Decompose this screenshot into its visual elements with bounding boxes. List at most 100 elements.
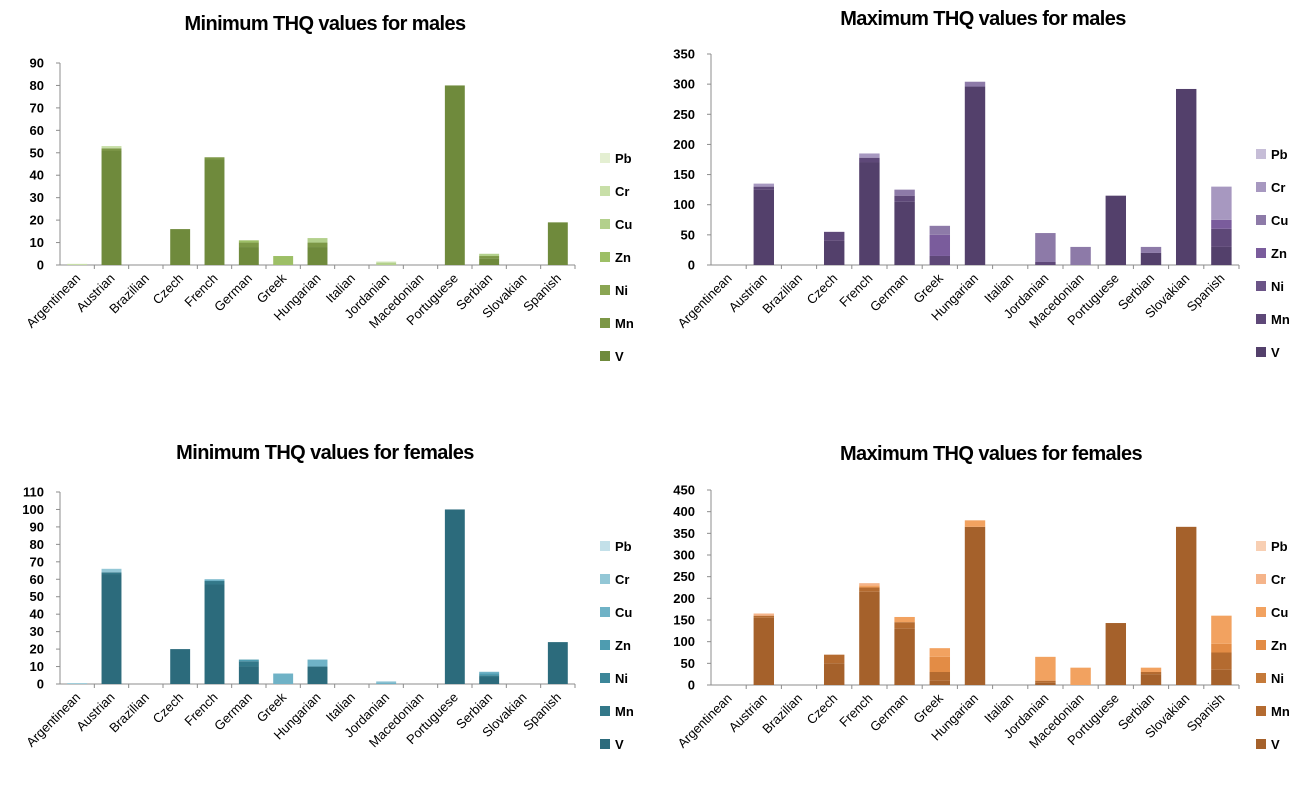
- bar-segment-v-austrian: [753, 617, 775, 685]
- bar-segment-v-spanish: [1211, 669, 1232, 685]
- bar-segment-v-czech: [823, 663, 845, 685]
- bar-segment-mn-serbian: [1140, 672, 1162, 675]
- y-tick-label: 110: [23, 485, 44, 500]
- y-tick-label: 80: [30, 537, 44, 552]
- bar-segment-v-spanish: [547, 642, 568, 684]
- x-tick-label: Czech: [150, 271, 187, 308]
- bar-segment-v-french: [859, 162, 880, 265]
- x-tick-label: Argentinean: [23, 690, 83, 750]
- bar-segment-mn-austrian: [101, 572, 122, 575]
- bar-segment-zn-serbian: [479, 673, 500, 676]
- bar-segment-cr-jordanian: [376, 681, 397, 683]
- y-tick-label: 200: [673, 137, 695, 152]
- bar-segment-cu-serbian: [479, 253, 500, 257]
- legend-label-ni: Ni: [1271, 671, 1284, 686]
- x-tick-label: Czech: [804, 271, 841, 308]
- legend-label-v: V: [1271, 737, 1280, 752]
- bar-segment-zn-spanish: [1211, 643, 1232, 653]
- legend-swatch-ni: [600, 673, 610, 683]
- legend-label-v: V: [615, 349, 624, 364]
- bar-segment-v-portuguese: [444, 509, 465, 684]
- y-tick-label: 70: [30, 100, 44, 115]
- bar-segment-v-hungarian: [307, 666, 328, 684]
- legend-label-ni: Ni: [615, 671, 628, 686]
- legend-label-mn: Mn: [615, 704, 634, 719]
- legend-swatch-mn: [600, 318, 610, 328]
- x-tick-label: Spanish: [1184, 271, 1228, 315]
- bar-segment-v-spanish: [547, 222, 568, 265]
- legend-swatch-ni: [1256, 673, 1266, 683]
- legend-label-mn: Mn: [1271, 312, 1290, 327]
- legend-label-cr: Cr: [615, 572, 629, 587]
- bar-segment-zn-greek: [273, 256, 294, 265]
- legend-label-cr: Cr: [1271, 572, 1285, 587]
- legend-label-mn: Mn: [1271, 704, 1290, 719]
- bar-segment-cu-macedonian: [1070, 667, 1091, 685]
- chart-min-males: Minimum THQ values for males 0 10 20 30 40 50 6…: [23, 13, 634, 364]
- x-tick-label: Argentinean: [675, 691, 735, 751]
- legend-swatch-cu: [600, 607, 610, 617]
- bar-segment-cu-hungarian: [307, 238, 328, 243]
- bar-segment-mn-jordanian: [1035, 261, 1056, 265]
- bar-segment-cr-french: [859, 153, 880, 158]
- bar-segment-v-spanish: [1211, 246, 1232, 265]
- bar-segment-mn-serbian: [479, 256, 500, 259]
- y-tick-label: 450: [673, 483, 695, 498]
- chart-title: Maximum THQ values for males: [840, 8, 1126, 30]
- bar-segment-cr-argentinean: [67, 263, 88, 265]
- bar-segment-mn-spanish: [1211, 228, 1232, 247]
- y-tick-label: 300: [673, 77, 695, 92]
- bar-segment-v-german: [894, 628, 915, 685]
- y-tick-label: 50: [681, 656, 695, 671]
- bar-segment-mn-french: [859, 587, 880, 592]
- chart-title: Minimum THQ values for females: [176, 442, 474, 464]
- legend-label-pb: Pb: [615, 539, 632, 554]
- legend-label-pb: Pb: [1271, 539, 1288, 554]
- legend-label-cu: Cu: [615, 217, 632, 232]
- x-tick-label: Czech: [150, 690, 187, 727]
- y-tick-label: 400: [673, 504, 695, 519]
- bar-segment-v-hungarian: [964, 526, 986, 685]
- x-tick-label: Argentinean: [23, 271, 83, 331]
- y-tick-label: 0: [37, 677, 44, 692]
- bar-segment-cr-austrian: [101, 568, 122, 573]
- bar-segment-cu-french: [204, 579, 225, 582]
- bar-segment-v-austrian: [753, 189, 775, 265]
- bar-segment-mn-jordanian: [1035, 680, 1056, 683]
- y-tick-label: 0: [688, 678, 695, 693]
- legend-label-v: V: [615, 737, 624, 752]
- legend-swatch-v: [1256, 739, 1266, 749]
- y-tick-label: 20: [30, 213, 44, 228]
- bar-segment-zn-german: [238, 240, 259, 243]
- bar-segment-mn-austrian: [753, 615, 775, 618]
- legend-swatch-cu: [600, 219, 610, 229]
- bar-segment-zn-greek: [929, 656, 951, 672]
- legend-swatch-mn: [1256, 314, 1266, 324]
- legend-label-pb: Pb: [1271, 147, 1288, 162]
- bar-segment-v-czech: [170, 649, 191, 684]
- bar-segment-v-french: [204, 584, 225, 684]
- legend-label-ni: Ni: [615, 283, 628, 298]
- legend-label-zn: Zn: [615, 250, 631, 265]
- bar-segment-mn-czech: [823, 654, 845, 664]
- x-tick-label: Spanish: [1184, 691, 1228, 735]
- bar-segment-cu-jordanian: [1035, 233, 1056, 262]
- y-tick-label: 50: [30, 589, 44, 604]
- legend-swatch-cr: [1256, 574, 1266, 584]
- legend-label-mn: Mn: [615, 316, 634, 331]
- bar-segment-v-slovakian: [1175, 88, 1197, 265]
- bar-segment-zn-greek: [929, 234, 951, 256]
- chart-panel-max-males: Maximum THQ values for males 0 50 100 150 200…: [653, 0, 1307, 400]
- legend-swatch-ni: [600, 285, 610, 295]
- chart-title: Minimum THQ values for males: [184, 13, 466, 35]
- legend-swatch-cr: [1256, 182, 1266, 192]
- bar-segment-mn-french: [859, 157, 880, 163]
- y-tick-label: 10: [30, 659, 44, 674]
- bar-segment-v-serbian: [1140, 674, 1162, 685]
- bar-segment-v-hungarian: [307, 247, 328, 265]
- y-tick-label: 60: [30, 123, 44, 138]
- bar-segment-cr-french: [859, 583, 880, 586]
- legend-swatch-mn: [600, 706, 610, 716]
- chart-max-males: Maximum THQ values for males 0 50 100 150 200…: [673, 8, 1290, 360]
- bar-segment-v-austrian: [101, 150, 122, 265]
